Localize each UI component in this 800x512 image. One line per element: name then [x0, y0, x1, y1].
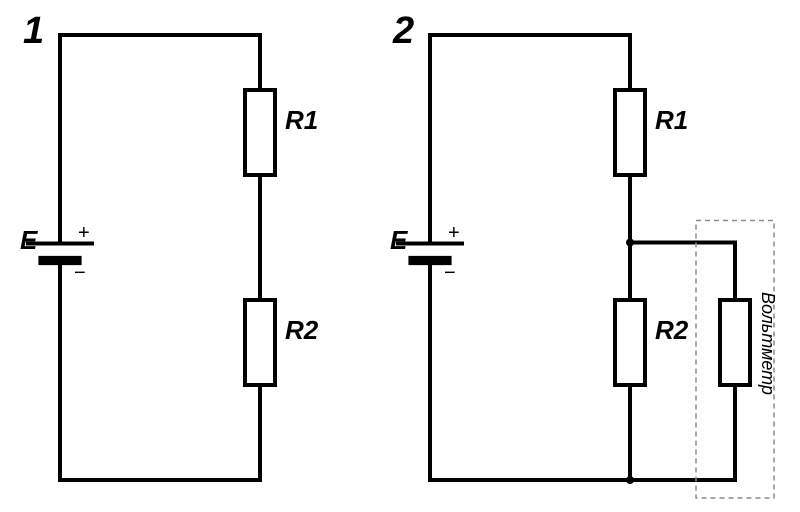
c2-E-label: E — [390, 225, 407, 256]
c2-plus: + — [448, 222, 460, 245]
c1-minus: − — [74, 262, 86, 285]
c2-R2-label: R2 — [655, 315, 688, 346]
c1-E-label: E — [20, 225, 37, 256]
figure-1-label: 1 — [23, 10, 44, 53]
c2-R1-label: R1 — [655, 105, 688, 136]
circuit-canvas — [0, 0, 800, 512]
c1-plus: + — [78, 222, 90, 245]
c1-R2-label: R2 — [285, 315, 318, 346]
c1-R1-label: R1 — [285, 105, 318, 136]
c2-minus: − — [444, 262, 456, 285]
figure-2-label: 2 — [393, 10, 414, 53]
voltmeter-label: Вольтметр — [757, 292, 778, 395]
